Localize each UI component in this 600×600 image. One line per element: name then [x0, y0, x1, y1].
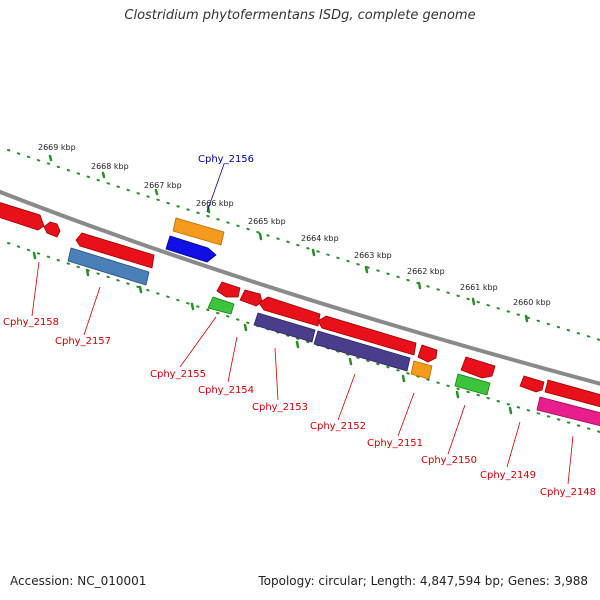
gene-arrow [410, 360, 433, 380]
gene-arrow [313, 330, 411, 372]
inner-major-tick [401, 374, 406, 383]
kbp-label: 2667 kbp [144, 181, 182, 190]
gene-arrow [253, 312, 316, 343]
gene-arrow [536, 396, 600, 427]
gene-label-cphy-2151: Cphy_2151 [367, 438, 423, 449]
inner-major-tick [243, 323, 248, 332]
gene-arrow [454, 373, 491, 396]
inner-major-tick [138, 285, 143, 294]
kbp-label: 2662 kbp [407, 267, 445, 276]
gene-arrow [317, 315, 417, 356]
inner-major-tick [295, 340, 300, 349]
kbp-label: 2661 kbp [460, 283, 498, 292]
gene-arrow [0, 202, 45, 231]
gene-arrow [519, 375, 545, 393]
leader-cphy-2158 [31, 261, 40, 317]
map-title: Clostridium phytofermentans ISDg, comple… [124, 8, 476, 23]
minus-strand-genes [0, 202, 600, 427]
leader-cphy-2153 [274, 347, 279, 401]
leader-cphy-2151 [397, 392, 415, 437]
kbp-tick-2661 [471, 297, 476, 306]
gene-arrow [544, 379, 600, 408]
gene-arrow-cphy-2156-orange [172, 217, 225, 246]
outer-minor-ticks [7, 149, 600, 341]
gene-arrow [258, 296, 321, 327]
leader-lines [31, 163, 574, 485]
kbp-label: 2664 kbp [301, 234, 339, 243]
kbp-tick-2664 [311, 248, 316, 257]
inner-major-tick [508, 406, 513, 415]
leader-cphy-2150 [447, 404, 466, 455]
accession-text: Accession: NC_010001 [10, 574, 147, 588]
gene-label-cphy-2148: Cphy_2148 [540, 487, 596, 498]
gene-label-cphy-2155: Cphy_2155 [150, 369, 206, 380]
topology-text: Topology: circular; Length: 4,847,594 bp… [258, 574, 588, 588]
gene-arrow [207, 296, 235, 315]
gene-label-cphy-2152: Cphy_2152 [310, 421, 366, 432]
gene-labels: Cphy_2156 Cphy_2158 Cphy_2157 Cphy_2155 … [3, 154, 596, 498]
leader-cphy-2155 [179, 316, 217, 368]
kbp-tick-2663 [364, 265, 369, 274]
kbp-label: 2663 kbp [354, 251, 392, 260]
gene-label-cphy-2149: Cphy_2149 [480, 470, 536, 481]
inner-major-tick [455, 390, 460, 399]
leader-cphy-2152 [337, 373, 356, 421]
kbp-tick-2668 [101, 171, 106, 179]
leader-cphy-2148 [567, 435, 574, 485]
gene-arrow [216, 281, 241, 298]
leader-cphy-2154 [227, 336, 238, 383]
gene-arrow-cphy-2156-blue [165, 235, 217, 263]
kbp-label: 2665 kbp [248, 217, 286, 226]
kbp-tick-2662 [417, 281, 422, 290]
gene-label-cphy-2156: Cphy_2156 [198, 154, 254, 165]
kbp-tick-2665 [258, 232, 263, 241]
inner-tick-track [7, 242, 600, 433]
kbp-tick-2667 [154, 188, 159, 196]
gene-arrow [67, 247, 150, 286]
inner-major-tick [32, 251, 37, 260]
gene-arrow [43, 221, 61, 238]
gene-label-cphy-2150: Cphy_2150 [421, 455, 477, 466]
gene-label-cphy-2157: Cphy_2157 [55, 336, 111, 347]
kbp-label: 2666 kbp [196, 199, 234, 208]
inner-major-tick [348, 357, 353, 366]
genome-backbone [0, 189, 600, 386]
kbp-label: 2669 kbp [38, 143, 76, 152]
gene-arrow [75, 232, 155, 269]
gene-arrow [239, 289, 263, 307]
kbp-label: 2660 kbp [513, 298, 551, 307]
plus-strand-genes [165, 217, 225, 263]
leader-cphy-2157 [83, 286, 101, 336]
leader-cphy-2156 [206, 163, 225, 213]
gene-label-cphy-2153: Cphy_2153 [252, 402, 308, 413]
inner-major-tick [190, 302, 195, 311]
kbp-tick-2669 [48, 154, 53, 162]
gene-arrow [460, 356, 496, 379]
gene-label-cphy-2154: Cphy_2154 [198, 385, 254, 396]
kbp-labels: 2669 kbp 2668 kbp 2667 kbp 2666 kbp 2665… [38, 143, 551, 307]
gene-label-cphy-2158: Cphy_2158 [3, 317, 59, 328]
gene-arrow [417, 344, 438, 363]
leader-cphy-2149 [506, 421, 521, 468]
inner-major-tick [85, 268, 90, 277]
kbp-label: 2668 kbp [91, 162, 129, 171]
kbp-tick-2660 [524, 314, 529, 323]
